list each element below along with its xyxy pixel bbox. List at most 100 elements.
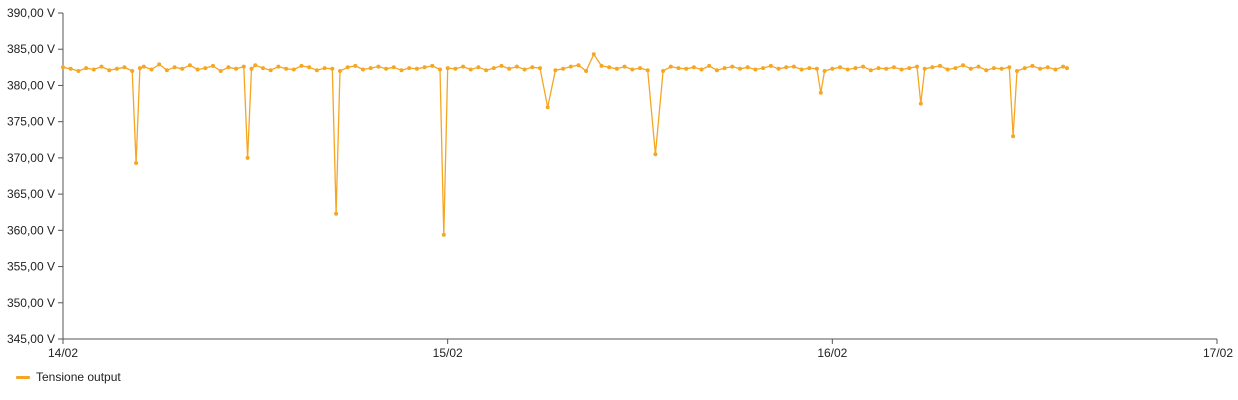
data-point[interactable]	[538, 66, 542, 71]
data-point[interactable]	[622, 64, 627, 69]
data-point[interactable]	[422, 65, 427, 70]
data-point[interactable]	[968, 66, 973, 71]
data-point[interactable]	[745, 65, 750, 70]
data-point[interactable]	[653, 152, 658, 157]
data-point[interactable]	[714, 68, 719, 73]
data-point[interactable]	[753, 67, 758, 72]
data-point[interactable]	[938, 63, 942, 68]
data-point[interactable]	[699, 67, 704, 72]
data-point[interactable]	[130, 69, 135, 73]
data-point[interactable]	[568, 64, 573, 69]
data-point[interactable]	[91, 67, 96, 72]
data-point[interactable]	[122, 65, 127, 70]
data-point[interactable]	[668, 64, 673, 69]
data-point[interactable]	[784, 65, 789, 70]
data-point[interactable]	[1007, 65, 1012, 70]
data-point[interactable]	[818, 90, 823, 95]
data-point[interactable]	[930, 65, 935, 70]
data-point[interactable]	[999, 66, 1004, 71]
data-point[interactable]	[922, 66, 927, 71]
data-point[interactable]	[761, 66, 766, 71]
data-point[interactable]	[245, 155, 250, 160]
data-point[interactable]	[157, 62, 162, 67]
data-point[interactable]	[1065, 66, 1069, 71]
data-point[interactable]	[164, 68, 169, 73]
data-point[interactable]	[261, 66, 265, 71]
data-point[interactable]	[768, 63, 773, 68]
data-point[interactable]	[284, 66, 289, 71]
data-point[interactable]	[268, 68, 273, 73]
data-point[interactable]	[276, 64, 281, 69]
data-point[interactable]	[830, 66, 835, 71]
data-point[interactable]	[334, 211, 339, 216]
data-point[interactable]	[438, 67, 442, 72]
data-point[interactable]	[376, 64, 381, 69]
data-point[interactable]	[838, 65, 842, 70]
data-point[interactable]	[491, 66, 496, 71]
data-point[interactable]	[984, 68, 989, 73]
data-point[interactable]	[180, 66, 185, 71]
data-point[interactable]	[814, 66, 819, 71]
data-point[interactable]	[445, 66, 450, 71]
data-point[interactable]	[907, 66, 912, 71]
data-point[interactable]	[441, 232, 446, 237]
data-point[interactable]	[899, 67, 904, 72]
data-point[interactable]	[137, 66, 142, 71]
data-point[interactable]	[299, 63, 304, 68]
data-point[interactable]	[1053, 67, 1058, 72]
data-point[interactable]	[1011, 134, 1016, 139]
data-point[interactable]	[661, 69, 666, 73]
data-point[interactable]	[141, 64, 146, 69]
data-point[interactable]	[507, 66, 512, 71]
data-point[interactable]	[553, 68, 558, 73]
data-point[interactable]	[114, 66, 119, 71]
data-point[interactable]	[807, 66, 812, 71]
data-point[interactable]	[99, 64, 104, 69]
data-point[interactable]	[1022, 66, 1027, 71]
data-point[interactable]	[353, 63, 358, 68]
data-point[interactable]	[338, 69, 342, 73]
data-point[interactable]	[149, 67, 154, 72]
data-point[interactable]	[861, 64, 866, 69]
data-point[interactable]	[576, 63, 581, 68]
data-point[interactable]	[676, 66, 681, 71]
data-point[interactable]	[307, 65, 312, 70]
data-point[interactable]	[291, 67, 296, 72]
data-point[interactable]	[195, 67, 200, 72]
data-point[interactable]	[645, 68, 650, 73]
data-point[interactable]	[599, 63, 604, 68]
data-point[interactable]	[468, 67, 473, 72]
data-point[interactable]	[218, 69, 223, 73]
data-point[interactable]	[253, 63, 258, 68]
data-point[interactable]	[607, 65, 612, 70]
data-point[interactable]	[1030, 63, 1035, 68]
data-point[interactable]	[961, 63, 966, 68]
data-point[interactable]	[249, 66, 254, 71]
data-point[interactable]	[822, 69, 827, 73]
data-point[interactable]	[241, 64, 246, 69]
data-point[interactable]	[453, 66, 458, 71]
data-point[interactable]	[1015, 69, 1019, 73]
data-point[interactable]	[61, 65, 65, 70]
data-point[interactable]	[884, 66, 889, 71]
data-point[interactable]	[845, 67, 850, 72]
data-point[interactable]	[945, 67, 950, 72]
data-point[interactable]	[791, 64, 796, 69]
data-point[interactable]	[384, 66, 389, 71]
data-point[interactable]	[514, 64, 519, 69]
data-point[interactable]	[134, 161, 139, 165]
data-point[interactable]	[776, 66, 781, 71]
data-point[interactable]	[853, 66, 858, 71]
data-point[interactable]	[345, 65, 350, 70]
data-point[interactable]	[991, 66, 996, 71]
data-point[interactable]	[1038, 66, 1043, 71]
data-point[interactable]	[591, 52, 596, 57]
data-point[interactable]	[172, 65, 177, 70]
data-point[interactable]	[234, 66, 239, 71]
data-point[interactable]	[561, 66, 566, 71]
data-point[interactable]	[484, 68, 489, 73]
data-point[interactable]	[68, 66, 73, 71]
data-point[interactable]	[314, 68, 319, 73]
data-point[interactable]	[915, 64, 919, 69]
data-point[interactable]	[391, 65, 396, 70]
